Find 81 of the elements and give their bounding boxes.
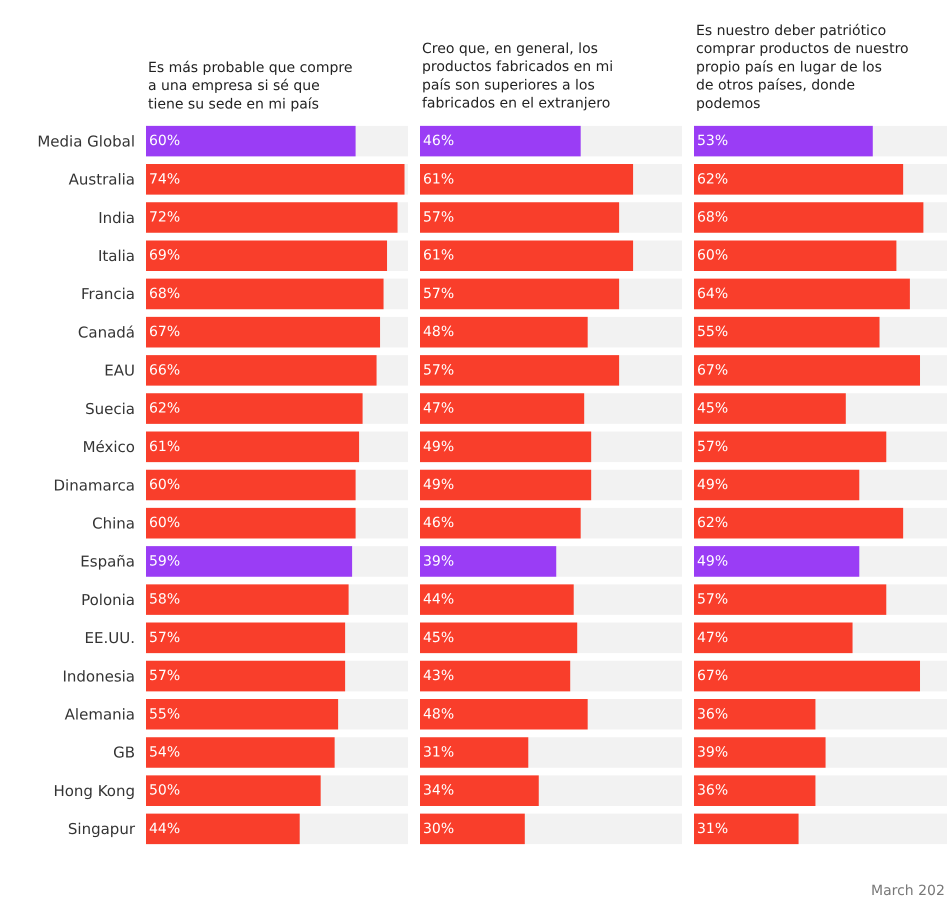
data-label: 48% (423, 324, 454, 340)
data-label: 34% (423, 782, 454, 799)
text: March 202 (871, 883, 945, 899)
y-tick-label: Indonesia (62, 667, 135, 686)
data-label: 57% (423, 362, 454, 378)
data-label: 46% (423, 515, 454, 532)
data-label: 55% (697, 324, 728, 340)
y-tick-label: Media Global (37, 132, 135, 150)
data-label: 72% (149, 210, 180, 226)
data-label: 68% (697, 210, 728, 226)
bar (146, 164, 405, 195)
data-label: 50% (149, 782, 180, 799)
data-label: 61% (149, 438, 180, 455)
data-label: 45% (423, 630, 454, 646)
data-label: 43% (423, 668, 454, 684)
data-label: 53% (697, 133, 728, 150)
y-tick-label: Polonia (81, 590, 135, 609)
data-label: 44% (423, 592, 454, 608)
data-label: 55% (149, 706, 180, 722)
data-label: 60% (149, 515, 180, 532)
data-label: 31% (697, 820, 728, 837)
data-label: 59% (149, 553, 180, 570)
y-tick-label: Singapur (68, 820, 136, 838)
data-label: 60% (149, 477, 180, 493)
data-label: 49% (423, 477, 454, 493)
y-tick-label: India (98, 208, 135, 227)
y-tick-label: Hong Kong (53, 782, 135, 800)
data-label: 57% (697, 438, 728, 455)
data-label: 57% (423, 210, 454, 226)
data-label: 36% (697, 706, 728, 722)
y-tick-label: EE.UU. (84, 629, 135, 648)
y-tick-label: Alemania (64, 706, 135, 724)
y-tick-label: Dinamarca (54, 476, 135, 494)
data-label: 62% (697, 515, 728, 532)
y-tick-label: Francia (80, 285, 135, 304)
data-label: 45% (697, 400, 728, 417)
data-label: 44% (149, 820, 180, 837)
data-label: 62% (149, 400, 180, 417)
y-tick-label: EAU (104, 362, 135, 380)
data-label: 67% (697, 362, 728, 378)
data-label: 57% (149, 668, 180, 684)
y-tick-label: España (80, 552, 135, 571)
data-label: 67% (149, 324, 180, 340)
data-label: 58% (149, 592, 180, 608)
y-tick-label: China (92, 514, 135, 532)
data-label: 57% (423, 286, 454, 302)
y-tick-label: Italia (98, 246, 135, 265)
y-tick-label: Suecia (85, 400, 135, 418)
data-label: 66% (149, 362, 180, 378)
data-label: 47% (423, 400, 454, 417)
data-label: 36% (697, 782, 728, 799)
data-label: 31% (423, 744, 454, 760)
data-label: 57% (697, 592, 728, 608)
data-label: 39% (423, 553, 454, 570)
chart-title: Creo que, en general, los productos fabricados en mi país son superiores a los fabricados en el extranjero (422, 41, 614, 112)
chart-title: Es más probable que compre a una empresa si sé que tiene su sede en mi país (148, 60, 352, 112)
data-label: 46% (423, 133, 454, 150)
y-tick-label: Australia (68, 170, 135, 189)
data-label: 48% (423, 706, 454, 722)
data-label: 49% (697, 477, 728, 493)
y-tick-label: GB (113, 744, 135, 762)
data-label: 61% (423, 248, 454, 264)
data-label: 64% (697, 286, 728, 302)
data-label: 47% (697, 630, 728, 646)
y-tick-label: Canadá (78, 323, 135, 342)
y-tick-label: México (82, 438, 135, 456)
data-label: 74% (149, 171, 180, 188)
data-label: 69% (149, 248, 180, 264)
data-label: 57% (149, 630, 180, 646)
chart-title: Es nuestro deber patriótico comprar productos de nuestro propio país en lugar de los de otros países, donde podemos (696, 23, 909, 112)
data-label: 30% (423, 820, 454, 837)
data-label: 67% (697, 668, 728, 684)
data-label: 60% (697, 248, 728, 264)
data-label: 68% (149, 286, 180, 302)
data-label: 60% (149, 133, 180, 150)
data-label: 62% (697, 171, 728, 188)
data-label: 49% (423, 438, 454, 455)
data-label: 61% (423, 171, 454, 188)
data-label: 49% (697, 553, 728, 570)
data-label: 54% (149, 744, 180, 760)
data-label: 39% (697, 744, 728, 760)
